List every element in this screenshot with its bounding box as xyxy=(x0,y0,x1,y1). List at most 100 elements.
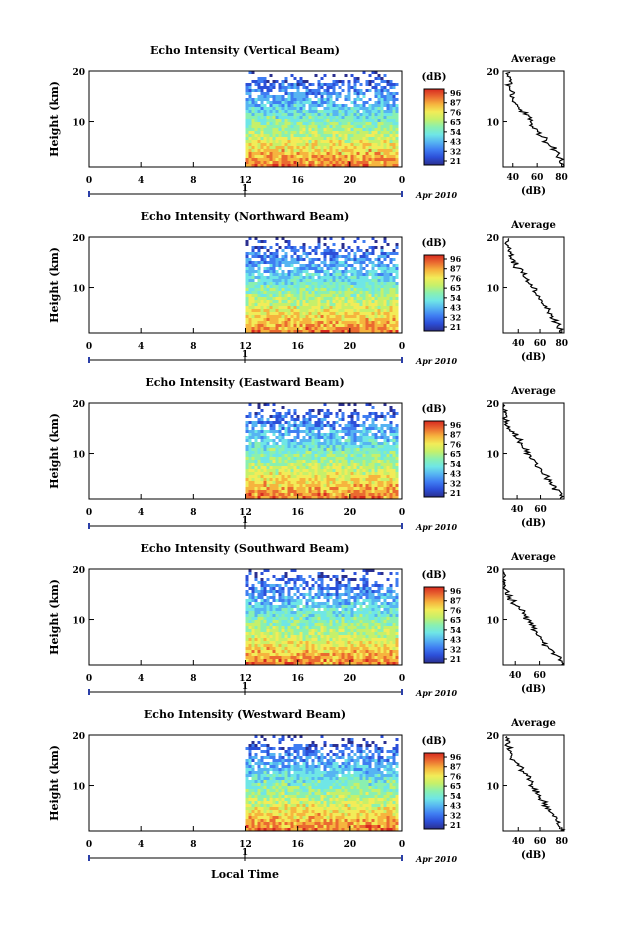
heatmap-cell xyxy=(272,611,276,614)
heatmap-cell xyxy=(350,596,354,599)
heatmap-cell xyxy=(311,596,315,599)
heatmap-cell xyxy=(275,496,279,499)
y-axis-label: Height (km) xyxy=(48,81,61,157)
heatmap-cell xyxy=(314,415,318,418)
heatmap-cell xyxy=(392,330,396,333)
heatmap-cell xyxy=(308,460,312,463)
heatmap-cell xyxy=(380,161,384,164)
heatmap-cell xyxy=(296,321,300,324)
heatmap-cell xyxy=(314,472,318,475)
heatmap-cell xyxy=(395,128,399,131)
heatmap-cell xyxy=(296,101,300,104)
heatmap-cell xyxy=(257,161,261,164)
heatmap-cell xyxy=(245,119,249,122)
heatmap-cell xyxy=(308,309,312,312)
heatmap-cell xyxy=(287,246,291,249)
heatmap-cell xyxy=(344,276,348,279)
heatmap-cell xyxy=(275,237,279,240)
heatmap-cell xyxy=(335,119,339,122)
heatmap-cell xyxy=(347,146,351,149)
heatmap-cell xyxy=(263,267,267,270)
heatmap-cell xyxy=(272,487,276,490)
heatmap-cell xyxy=(263,581,267,584)
heatmap-cell xyxy=(335,161,339,164)
heatmap-cell xyxy=(347,297,351,300)
heatmap-cell xyxy=(275,487,279,490)
heatmap-cell xyxy=(326,433,330,436)
heatmap-cell xyxy=(377,448,381,451)
heatmap-cell xyxy=(299,143,303,146)
heatmap-cell xyxy=(323,291,327,294)
heatmap-cell xyxy=(302,466,306,469)
heatmap-cell xyxy=(371,427,375,430)
heatmap-cell xyxy=(374,321,378,324)
heatmap-cell xyxy=(365,487,369,490)
heatmap-cell xyxy=(341,134,345,137)
heatmap-cell xyxy=(302,312,306,315)
heatmap-cell xyxy=(254,454,258,457)
heatmap-cell xyxy=(338,327,342,330)
heatmap-cell xyxy=(389,155,393,158)
heatmap-cell xyxy=(302,321,306,324)
heatmap-cell xyxy=(308,327,312,330)
heatmap-cell xyxy=(383,116,387,119)
heatmap-cell xyxy=(320,490,324,493)
heatmap-cell xyxy=(335,602,339,605)
heatmap-cell xyxy=(254,321,258,324)
heatmap-cell xyxy=(260,309,264,312)
heatmap-cell xyxy=(284,581,288,584)
heatmap-cell xyxy=(299,475,303,478)
heatmap-cell xyxy=(269,330,273,333)
heatmap-cell xyxy=(356,131,360,134)
heatmap-cell xyxy=(362,581,366,584)
heatmap-cell xyxy=(248,490,252,493)
heatmap-cell xyxy=(266,418,270,421)
heatmap-cell xyxy=(377,294,381,297)
heatmap-cell xyxy=(323,481,327,484)
heatmap-cell xyxy=(374,484,378,487)
heatmap-cell xyxy=(332,86,336,89)
heatmap-cell xyxy=(326,448,330,451)
heatmap-cell xyxy=(386,131,390,134)
heatmap-cell xyxy=(290,330,294,333)
heatmap-cell xyxy=(281,587,285,590)
heatmap-cell xyxy=(344,466,348,469)
heatmap-cell xyxy=(299,107,303,110)
heatmap-cell xyxy=(380,155,384,158)
heatmap-cell xyxy=(386,309,390,312)
heatmap-cell xyxy=(260,599,264,602)
heatmap-cell xyxy=(374,128,378,131)
heatmap-cell xyxy=(320,309,324,312)
heatmap-cell xyxy=(383,297,387,300)
heatmap-cell xyxy=(332,149,336,152)
heatmap-cell xyxy=(308,445,312,448)
heatmap-cell xyxy=(341,164,345,167)
heatmap-cell xyxy=(302,107,306,110)
heatmap-cell xyxy=(254,303,258,306)
heatmap-cell xyxy=(383,258,387,261)
heatmap-cell xyxy=(389,95,393,98)
heatmap-cell xyxy=(359,315,363,318)
heatmap-cell xyxy=(272,593,276,596)
heatmap-cell xyxy=(278,140,282,143)
heatmap-cell xyxy=(368,430,372,433)
heatmap-cell xyxy=(299,113,303,116)
heatmap-cell xyxy=(359,137,363,140)
heatmap-cell xyxy=(248,267,252,270)
heatmap-cell xyxy=(245,312,249,315)
heatmap-cell xyxy=(326,128,330,131)
average-title: Average xyxy=(510,386,556,397)
heatmap-cell xyxy=(338,321,342,324)
heatmap-cell xyxy=(317,86,321,89)
heatmap-cell xyxy=(362,134,366,137)
heatmap-cell xyxy=(266,119,270,122)
heatmap-cell xyxy=(383,143,387,146)
heatmap-cell xyxy=(392,267,396,270)
heatmap-cell xyxy=(245,149,249,152)
heatmap-cell xyxy=(254,98,258,101)
heatmap-cell xyxy=(338,92,342,95)
heatmap-cell xyxy=(260,149,264,152)
heatmap-cell xyxy=(293,98,297,101)
heatmap-cell xyxy=(314,104,318,107)
